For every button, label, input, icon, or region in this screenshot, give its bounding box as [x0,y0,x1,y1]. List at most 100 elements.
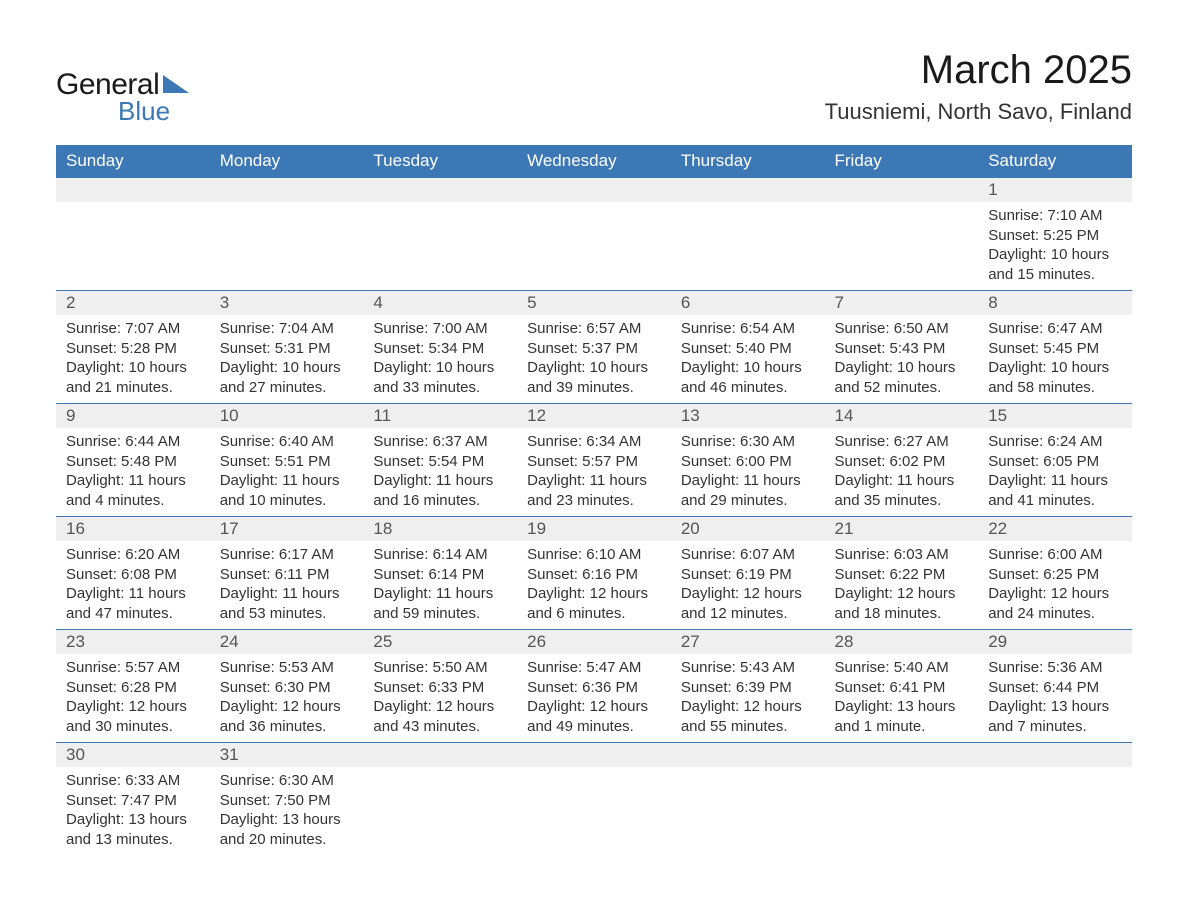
daylight-line-1: Daylight: 11 hours [66,471,200,491]
calendar-cell: 22Sunrise: 6:00 AMSunset: 6:25 PMDayligh… [978,517,1132,630]
day-number: 5 [517,291,671,315]
day-data: Sunrise: 7:00 AMSunset: 5:34 PMDaylight:… [363,315,517,403]
daylight-line-2: and 35 minutes. [835,491,969,511]
day-number: 31 [210,743,364,767]
day-number [825,178,979,202]
calendar-cell: 29Sunrise: 5:36 AMSunset: 6:44 PMDayligh… [978,630,1132,743]
day-data: Sunrise: 6:47 AMSunset: 5:45 PMDaylight:… [978,315,1132,403]
calendar-cell [978,743,1132,856]
daylight-line-2: and 30 minutes. [66,717,200,737]
daylight-line-1: Daylight: 11 hours [681,471,815,491]
daylight-line-2: and 41 minutes. [988,491,1122,511]
brand-logo: General Blue [56,68,189,127]
day-number: 7 [825,291,979,315]
day-data: Sunrise: 6:27 AMSunset: 6:02 PMDaylight:… [825,428,979,516]
calendar-cell: 15Sunrise: 6:24 AMSunset: 6:05 PMDayligh… [978,404,1132,517]
calendar-cell: 12Sunrise: 6:34 AMSunset: 5:57 PMDayligh… [517,404,671,517]
sunrise-line: Sunrise: 6:37 AM [373,432,507,452]
empty-day [56,202,210,290]
daylight-line-1: Daylight: 13 hours [66,810,200,830]
daylight-line-2: and 49 minutes. [527,717,661,737]
daylight-line-2: and 46 minutes. [681,378,815,398]
daylight-line-1: Daylight: 11 hours [220,584,354,604]
calendar-cell: 17Sunrise: 6:17 AMSunset: 6:11 PMDayligh… [210,517,364,630]
sunset-line: Sunset: 5:40 PM [681,339,815,359]
sunrise-line: Sunrise: 6:00 AM [988,545,1122,565]
day-number [825,743,979,767]
daylight-line-2: and 16 minutes. [373,491,507,511]
day-data: Sunrise: 5:43 AMSunset: 6:39 PMDaylight:… [671,654,825,742]
day-number [517,178,671,202]
sunset-line: Sunset: 5:48 PM [66,452,200,472]
daylight-line-2: and 59 minutes. [373,604,507,624]
sunrise-line: Sunrise: 6:27 AM [835,432,969,452]
daylight-line-2: and 23 minutes. [527,491,661,511]
day-data: Sunrise: 6:33 AMSunset: 7:47 PMDaylight:… [56,767,210,855]
day-data: Sunrise: 6:44 AMSunset: 5:48 PMDaylight:… [56,428,210,516]
day-number: 17 [210,517,364,541]
day-data: Sunrise: 6:24 AMSunset: 6:05 PMDaylight:… [978,428,1132,516]
daylight-line-1: Daylight: 10 hours [681,358,815,378]
day-data: Sunrise: 5:47 AMSunset: 6:36 PMDaylight:… [517,654,671,742]
day-number [56,178,210,202]
day-data: Sunrise: 6:37 AMSunset: 5:54 PMDaylight:… [363,428,517,516]
calendar-cell: 16Sunrise: 6:20 AMSunset: 6:08 PMDayligh… [56,517,210,630]
calendar-cell [671,178,825,291]
daylight-line-2: and 20 minutes. [220,830,354,850]
day-number: 4 [363,291,517,315]
daylight-line-2: and 47 minutes. [66,604,200,624]
day-number [517,743,671,767]
day-data: Sunrise: 6:07 AMSunset: 6:19 PMDaylight:… [671,541,825,629]
daylight-line-2: and 7 minutes. [988,717,1122,737]
day-data: Sunrise: 6:30 AMSunset: 6:00 PMDaylight:… [671,428,825,516]
daylight-line-2: and 4 minutes. [66,491,200,511]
daylight-line-1: Daylight: 11 hours [373,471,507,491]
calendar-cell [363,743,517,856]
sunrise-line: Sunrise: 6:57 AM [527,319,661,339]
sunrise-line: Sunrise: 6:33 AM [66,771,200,791]
daylight-line-2: and 58 minutes. [988,378,1122,398]
day-data: Sunrise: 5:40 AMSunset: 6:41 PMDaylight:… [825,654,979,742]
day-data: Sunrise: 6:57 AMSunset: 5:37 PMDaylight:… [517,315,671,403]
day-data: Sunrise: 7:10 AMSunset: 5:25 PMDaylight:… [978,202,1132,290]
calendar-cell: 18Sunrise: 6:14 AMSunset: 6:14 PMDayligh… [363,517,517,630]
sunrise-line: Sunrise: 6:17 AM [220,545,354,565]
calendar-week-row: 23Sunrise: 5:57 AMSunset: 6:28 PMDayligh… [56,630,1132,743]
daylight-line-1: Daylight: 10 hours [66,358,200,378]
daylight-line-2: and 27 minutes. [220,378,354,398]
daylight-line-1: Daylight: 12 hours [835,584,969,604]
day-data: Sunrise: 6:03 AMSunset: 6:22 PMDaylight:… [825,541,979,629]
calendar-cell [825,743,979,856]
empty-day [671,202,825,290]
daylight-line-1: Daylight: 10 hours [988,358,1122,378]
calendar-cell [825,178,979,291]
day-data: Sunrise: 7:04 AMSunset: 5:31 PMDaylight:… [210,315,364,403]
sunrise-line: Sunrise: 6:03 AM [835,545,969,565]
sunset-line: Sunset: 6:02 PM [835,452,969,472]
day-number: 14 [825,404,979,428]
day-number: 25 [363,630,517,654]
day-header: Tuesday [363,145,517,178]
sunset-line: Sunset: 5:28 PM [66,339,200,359]
daylight-line-2: and 18 minutes. [835,604,969,624]
daylight-line-2: and 24 minutes. [988,604,1122,624]
sunrise-line: Sunrise: 6:20 AM [66,545,200,565]
day-number [363,743,517,767]
daylight-line-2: and 10 minutes. [220,491,354,511]
calendar-cell: 23Sunrise: 5:57 AMSunset: 6:28 PMDayligh… [56,630,210,743]
sunset-line: Sunset: 5:25 PM [988,226,1122,246]
day-data: Sunrise: 6:54 AMSunset: 5:40 PMDaylight:… [671,315,825,403]
day-header-row: Sunday Monday Tuesday Wednesday Thursday… [56,145,1132,178]
calendar-cell: 30Sunrise: 6:33 AMSunset: 7:47 PMDayligh… [56,743,210,856]
daylight-line-2: and 15 minutes. [988,265,1122,285]
sunrise-line: Sunrise: 5:57 AM [66,658,200,678]
day-number: 27 [671,630,825,654]
calendar-cell: 14Sunrise: 6:27 AMSunset: 6:02 PMDayligh… [825,404,979,517]
day-number: 26 [517,630,671,654]
day-number: 22 [978,517,1132,541]
calendar-table: Sunday Monday Tuesday Wednesday Thursday… [56,145,1132,855]
daylight-line-2: and 36 minutes. [220,717,354,737]
sunrise-line: Sunrise: 5:50 AM [373,658,507,678]
day-number: 28 [825,630,979,654]
day-number: 19 [517,517,671,541]
